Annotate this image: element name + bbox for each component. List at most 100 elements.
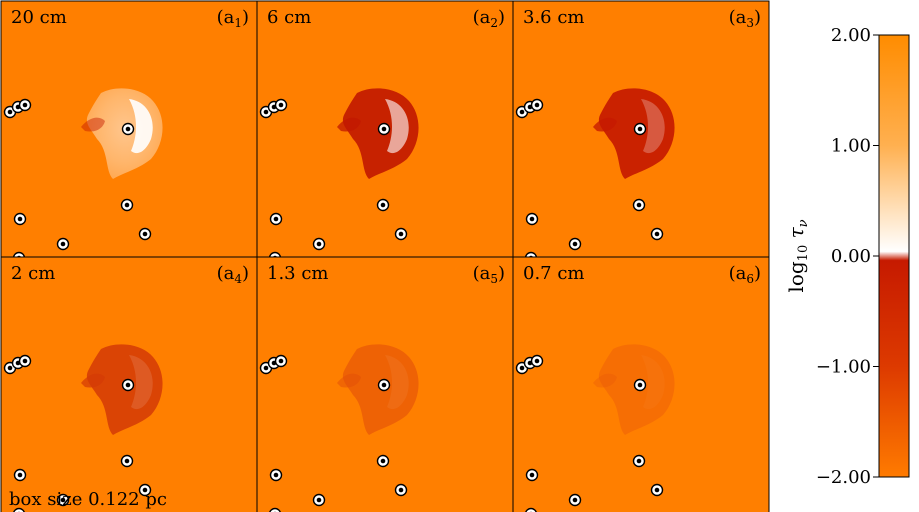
star-marker: [312, 493, 326, 507]
panel-image: [1, 257, 257, 512]
star-marker: [525, 468, 539, 482]
star-dot: [125, 382, 131, 388]
panel-tag: (a5): [473, 263, 505, 286]
star-dot: [636, 458, 642, 464]
star-dot: [398, 231, 404, 237]
colorbar-tick-label: 0.00: [831, 246, 871, 267]
star-marker: [269, 468, 283, 482]
star-marker: [120, 454, 134, 468]
star-marker: [121, 122, 135, 136]
star-dot: [519, 109, 525, 115]
star-dot: [278, 358, 284, 364]
star-dot: [637, 382, 643, 388]
wavelength-label: 6 cm: [267, 7, 311, 28]
cloud-tail: [81, 117, 105, 132]
cloud-tail: [81, 373, 105, 388]
optically-thick-rim: [385, 355, 409, 410]
star-ring: [13, 507, 25, 512]
panel-tag: (a1): [217, 7, 249, 30]
panel-1: 20 cm (a1): [0, 0, 258, 258]
star-marker: [56, 237, 70, 251]
panel-tag: (a3): [729, 7, 761, 30]
colorbar-tick-label: 2.00: [831, 25, 871, 46]
star-dot: [17, 472, 23, 478]
star-dot: [263, 109, 269, 115]
cloud-tail: [593, 117, 617, 132]
panel-3: 3.6 cm (a3): [512, 0, 770, 258]
star-marker: [632, 454, 646, 468]
wavelength-label: 1.3 cm: [267, 263, 329, 284]
star-dot: [316, 497, 322, 503]
optically-thick-rim: [385, 99, 409, 154]
star-marker: [530, 354, 544, 368]
star-dot: [534, 102, 540, 108]
panel-5: 1.3 cm (a5): [256, 256, 514, 512]
panel-tag: (a6): [729, 263, 761, 286]
colorbar: 2.00 1.00 0.00 −1.00 −2.00 log10 τν: [784, 25, 910, 488]
panel-tag: (a4): [217, 263, 249, 286]
wavelength-label: 2 cm: [11, 263, 55, 284]
colorbar-ticks: 2.00 1.00 0.00 −1.00 −2.00: [816, 25, 879, 488]
star-marker: [633, 378, 647, 392]
star-dot: [316, 241, 322, 247]
star-dot: [519, 365, 525, 371]
star-dot: [278, 102, 284, 108]
star-dot: [124, 202, 130, 208]
star-dot: [572, 241, 578, 247]
star-ring: [524, 251, 538, 257]
star-marker: [530, 98, 544, 112]
panel-tag: (a2): [473, 7, 505, 30]
star-marker: [377, 378, 391, 392]
colorbar-gradient: [878, 34, 910, 478]
star-marker: [269, 212, 283, 226]
star-dot: [22, 102, 28, 108]
star-dot: [534, 358, 540, 364]
wavelength-label: 0.7 cm: [523, 263, 585, 284]
optically-thick-rim: [129, 355, 153, 410]
star-dot: [381, 126, 387, 132]
star-marker: [138, 227, 152, 241]
star-marker: [394, 227, 408, 241]
colorbar-tick-label: −2.00: [816, 467, 871, 488]
star-marker: [274, 354, 288, 368]
colorbar-label: log10 τν: [784, 219, 811, 292]
wavelength-label: 3.6 cm: [523, 7, 585, 28]
optically-thick-rim: [129, 99, 153, 154]
star-dot: [529, 216, 535, 222]
colorbar-tick-label: −1.00: [816, 357, 871, 378]
optically-thick-rim: [641, 99, 665, 154]
panel-frame: [512, 256, 770, 512]
panel-image: [513, 1, 769, 257]
wavelength-label: 20 cm: [11, 7, 67, 28]
panel-4: 2 cm (a4): [0, 256, 258, 512]
panel-image: [257, 1, 513, 257]
star-marker: [13, 212, 27, 226]
cloud-tail: [337, 373, 361, 388]
star-marker: [633, 122, 647, 136]
colorbar-tick-label: 1.00: [831, 136, 871, 157]
cloud-tail: [337, 117, 361, 132]
star-marker: [650, 483, 664, 497]
star-dot: [7, 365, 13, 371]
star-dot: [380, 458, 386, 464]
star-dot: [60, 241, 66, 247]
star-marker: [568, 493, 582, 507]
star-dot: [654, 487, 660, 493]
star-dot: [125, 126, 131, 132]
star-ring: [12, 251, 26, 257]
panel-image: [257, 257, 513, 512]
star-dot: [142, 231, 148, 237]
star-dot: [263, 365, 269, 371]
star-dot: [142, 487, 148, 493]
box-size-label: box size 0.122 pc: [9, 489, 167, 510]
panel-image: [513, 257, 769, 512]
star-ring: [525, 507, 537, 512]
star-dot: [273, 216, 279, 222]
star-dot: [381, 382, 387, 388]
star-marker: [120, 198, 134, 212]
star-marker: [568, 237, 582, 251]
star-dot: [529, 472, 535, 478]
star-marker: [377, 122, 391, 136]
star-marker: [274, 98, 288, 112]
